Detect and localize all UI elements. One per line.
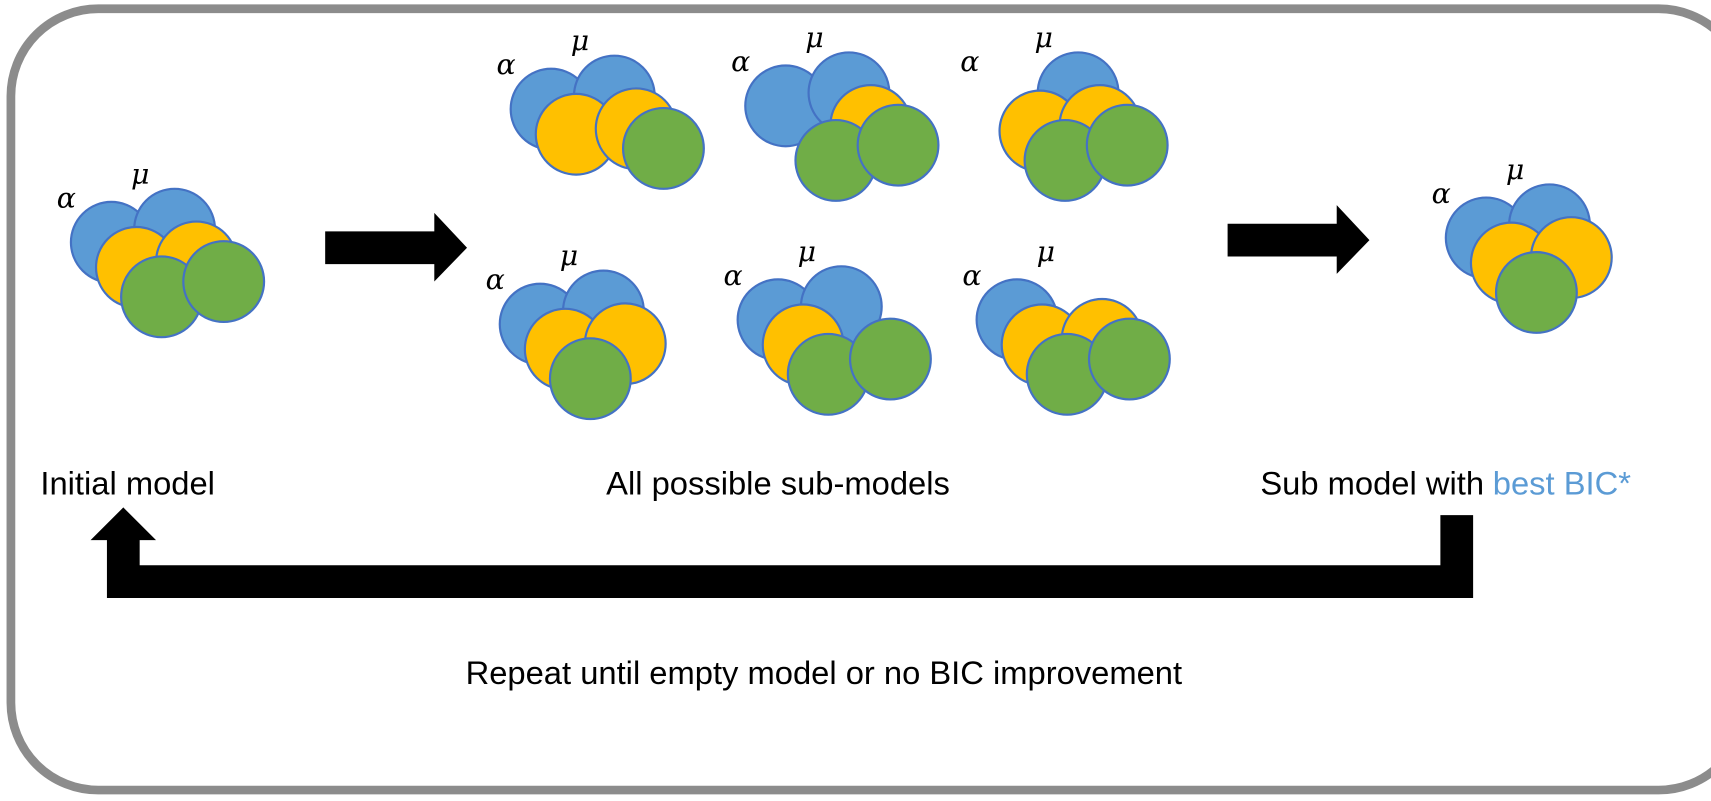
arrow (325, 212, 468, 282)
mu-label: μ (1034, 21, 1052, 54)
mu-label: μ (1506, 153, 1524, 186)
caption: Initial model (40, 464, 215, 501)
mu-label: μ (131, 157, 149, 190)
loop-note: Repeat until empty model or no BIC impro… (466, 654, 1183, 691)
alpha-label: α (962, 259, 981, 292)
parameter-circle (621, 106, 705, 190)
parameter-circle (1087, 317, 1171, 401)
parameter-circle (548, 337, 632, 421)
clusters: α μ α μ α μ α μ α μ α μ α μ α μ (57, 21, 1613, 421)
parameter-circle (1494, 251, 1578, 334)
mu-label: μ (805, 21, 823, 54)
parameter-circle (1085, 103, 1169, 187)
mu-label: μ (571, 24, 589, 57)
caption: All possible sub-models (606, 464, 950, 501)
alpha-label: α (1432, 177, 1451, 210)
alpha-label: α (731, 45, 750, 78)
alpha-label: α (960, 45, 979, 78)
alpha-label: α (723, 259, 742, 292)
alpha-label: α (486, 263, 505, 296)
loop-arrow (90, 507, 1474, 599)
caption: Sub model with best BIC* (1260, 464, 1631, 501)
caption-text: Sub model with (1260, 464, 1484, 501)
parameter-circle (856, 103, 940, 187)
mu-label: μ (1037, 235, 1055, 268)
alpha-label: α (57, 181, 76, 214)
caption-highlight: best BIC* (1493, 464, 1631, 501)
arrow (1227, 205, 1370, 274)
mu-label: μ (560, 239, 578, 272)
parameter-circle (848, 317, 932, 401)
alpha-label: α (496, 48, 515, 81)
mu-label: μ (798, 235, 816, 268)
parameter-circle (182, 240, 266, 324)
